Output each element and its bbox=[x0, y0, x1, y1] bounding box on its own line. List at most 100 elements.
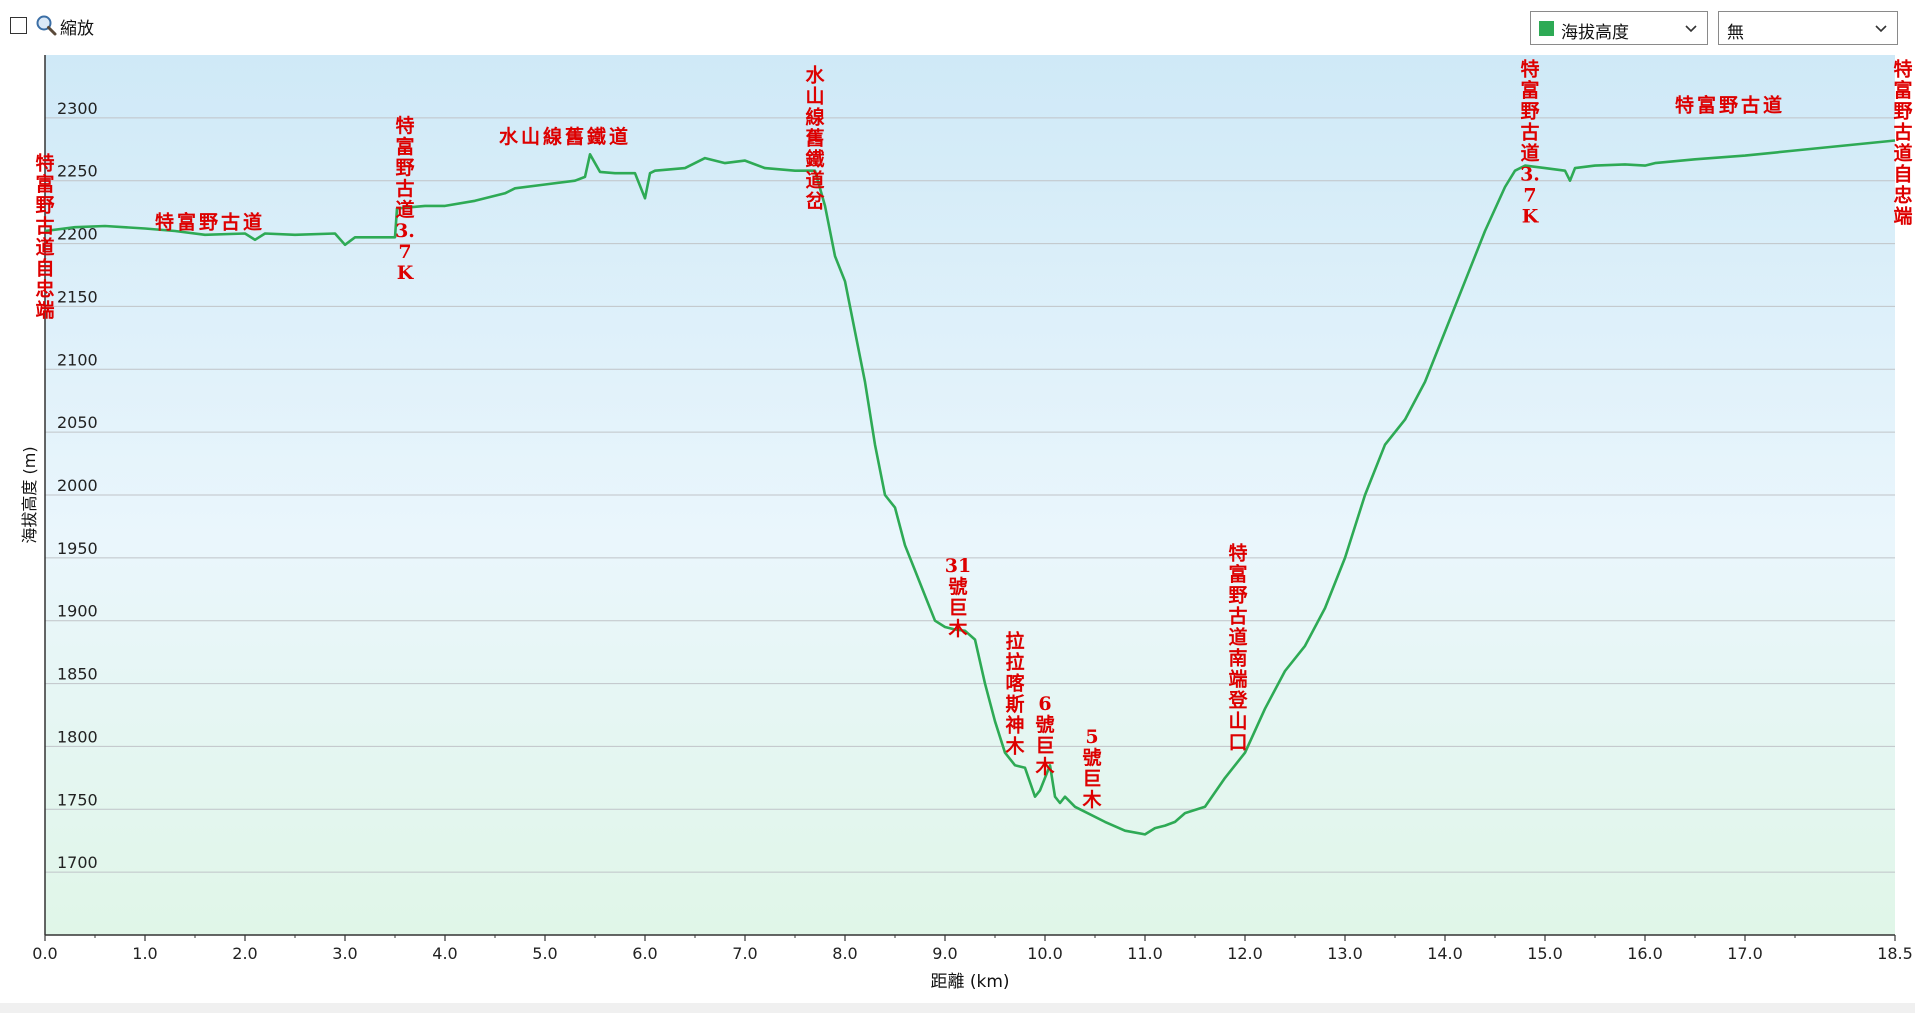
y-tick-label: 1700 bbox=[57, 853, 98, 872]
magnifier-icon bbox=[36, 15, 57, 36]
annotation-char: 巨 bbox=[1035, 735, 1054, 757]
toolbar: 縮放 海拔高度 無 bbox=[0, 0, 1915, 52]
zoom-checkbox[interactable] bbox=[10, 17, 27, 34]
annotation-char: 特 bbox=[1893, 58, 1912, 80]
x-tick-label: 17.0 bbox=[1727, 944, 1763, 963]
annotation-char: 野 bbox=[395, 157, 414, 179]
x-axis-title: 距離 (km) bbox=[930, 972, 1009, 992]
annotation-label: 特富野古道 bbox=[1675, 94, 1782, 117]
y-tick-label: 2300 bbox=[57, 99, 98, 118]
x-tick-label: 12.0 bbox=[1227, 944, 1263, 963]
y-tick-label: 2150 bbox=[57, 287, 98, 306]
x-tick-label: 3.0 bbox=[332, 944, 357, 963]
annotation-char: 3. bbox=[1520, 163, 1540, 185]
annotation-char: 富 bbox=[1520, 78, 1539, 101]
annotation-char: 31 bbox=[945, 555, 971, 577]
annotation-char: 3. bbox=[395, 220, 415, 242]
annotation-char: 口 bbox=[1228, 731, 1247, 753]
annotation-char: 道 bbox=[1228, 625, 1247, 648]
annotation-char: 木 bbox=[1004, 734, 1025, 757]
annotation-char: 野 bbox=[1228, 584, 1247, 606]
annotation-char: 特 bbox=[35, 153, 54, 175]
x-tick-label: 10.0 bbox=[1027, 944, 1063, 963]
y-axis-title: 海拔高度 (m) bbox=[20, 446, 39, 543]
series-select-value: 海拔高度 bbox=[1561, 23, 1629, 43]
annotation-char: 古 bbox=[35, 215, 54, 238]
x-tick-label: 16.0 bbox=[1627, 944, 1663, 963]
y-tick-label: 2050 bbox=[57, 413, 98, 432]
annotation-char: 古 bbox=[1893, 120, 1912, 143]
annotation-char: 端 bbox=[1893, 204, 1912, 227]
annotation-char: 水 bbox=[805, 65, 825, 87]
annotation-char: 號 bbox=[1035, 714, 1054, 736]
x-tick-label: 4.0 bbox=[432, 944, 457, 963]
x-tick-label: 18.5 bbox=[1877, 944, 1913, 963]
annotation-char: 古 bbox=[1228, 604, 1247, 627]
x-tick-label: 9.0 bbox=[932, 944, 957, 963]
annotation-text: 水山線舊鐵道 bbox=[499, 125, 631, 148]
x-tick-label: 0.0 bbox=[32, 944, 57, 963]
x-tick-label: 13.0 bbox=[1327, 944, 1363, 963]
elevation-line bbox=[44, 139, 1896, 836]
annotation-char: 斯 bbox=[1005, 692, 1024, 715]
annotation-char: 5 bbox=[1085, 726, 1098, 748]
annotation-char: 木 bbox=[1034, 755, 1055, 778]
annotation-char: 野 bbox=[1893, 100, 1912, 122]
annotation-char: 舊 bbox=[805, 128, 824, 150]
y-tick-label: 1950 bbox=[57, 539, 98, 558]
annotation-char: 古 bbox=[1520, 120, 1539, 143]
annotation-char: 野 bbox=[35, 195, 54, 217]
zoom-label: 縮放 bbox=[60, 19, 94, 39]
x-tick-label: 11.0 bbox=[1127, 944, 1163, 963]
annotation-char: 端 bbox=[35, 299, 54, 322]
series-swatch bbox=[1539, 21, 1554, 36]
x-tick-label: 15.0 bbox=[1527, 944, 1563, 963]
annotation-char: 拉 bbox=[1005, 650, 1024, 673]
annotation-char: 巨 bbox=[1082, 768, 1101, 790]
annotation-char: 野 bbox=[1520, 100, 1539, 122]
annotation-char: 特 bbox=[395, 115, 414, 137]
annotation-char: 鐵 bbox=[805, 148, 824, 171]
y-tick-label: 1750 bbox=[57, 790, 98, 809]
annotation-char: 特 bbox=[1228, 542, 1247, 564]
chevron-down-icon bbox=[1875, 25, 1887, 33]
annotation-label: 水山線舊鐵道 bbox=[499, 125, 631, 148]
series-select[interactable]: 海拔高度 bbox=[1530, 11, 1708, 45]
overlay-select-value: 無 bbox=[1727, 23, 1744, 43]
annotation-char: 端 bbox=[1228, 667, 1247, 690]
annotation-text: 特富野古道 bbox=[155, 210, 265, 233]
annotation-char: 道 bbox=[35, 236, 54, 259]
annotation-char: 道 bbox=[1520, 141, 1539, 164]
x-tick-label: 5.0 bbox=[532, 944, 557, 963]
annotation-char: 特 bbox=[1520, 58, 1539, 80]
annotation-char: 6 bbox=[1038, 693, 1051, 715]
annotation-char: 拉 bbox=[1005, 629, 1024, 652]
annotation-char: 自 bbox=[1893, 162, 1912, 185]
annotation-char: 登 bbox=[1227, 688, 1248, 711]
annotation-char: 巨 bbox=[948, 597, 967, 619]
y-tick-label: 2000 bbox=[57, 476, 98, 495]
annotation-char: 忠 bbox=[35, 279, 54, 301]
annotation-char: 富 bbox=[35, 173, 54, 196]
chevron-down-icon bbox=[1685, 25, 1697, 33]
annotation-char: 喀 bbox=[1005, 671, 1024, 694]
x-tick-label: 7.0 bbox=[732, 944, 757, 963]
annotation-char: 富 bbox=[395, 135, 414, 158]
annotation-char: 富 bbox=[1228, 562, 1247, 585]
annotation-char: 神 bbox=[1005, 713, 1024, 736]
annotation-char: 山 bbox=[805, 86, 824, 108]
y-tick-label: 1900 bbox=[57, 602, 98, 621]
annotation-char: K bbox=[1522, 205, 1540, 227]
annotation-char: 7 bbox=[398, 241, 411, 263]
overlay-select[interactable]: 無 bbox=[1718, 11, 1898, 45]
annotation-char: 木 bbox=[947, 617, 968, 640]
